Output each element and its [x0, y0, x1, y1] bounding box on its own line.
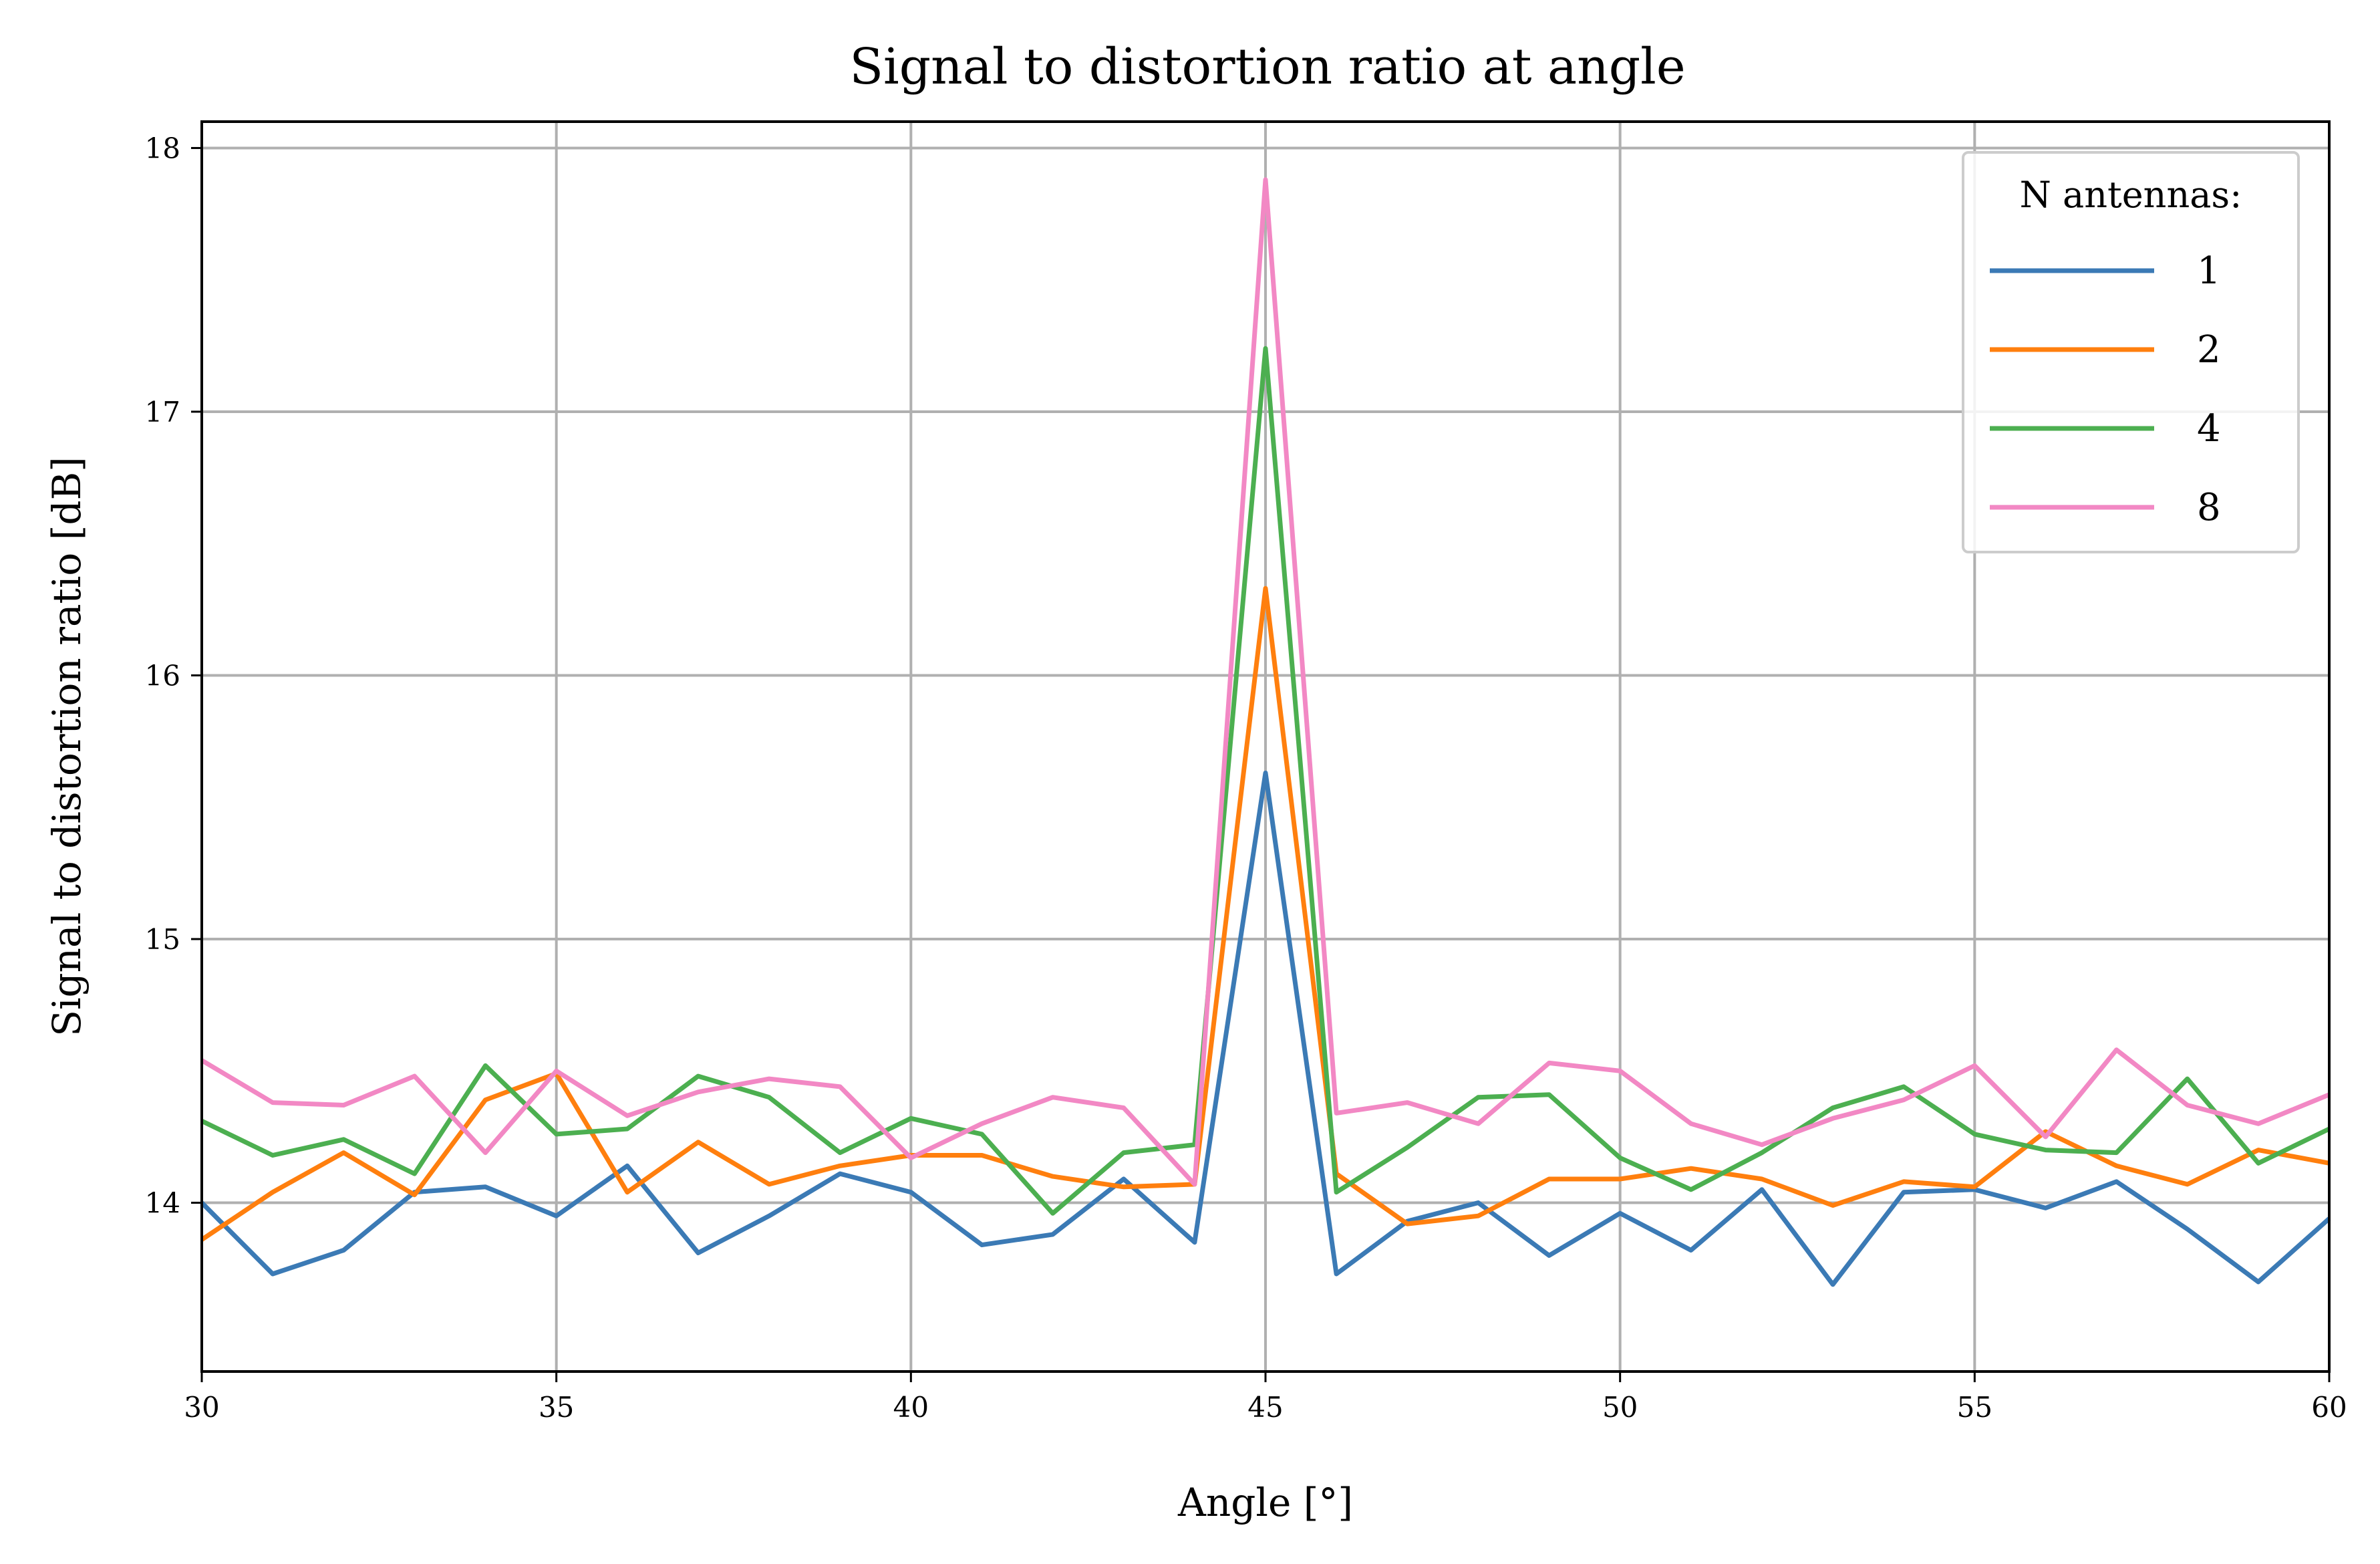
series-group [200, 177, 2331, 1287]
x-tick-label: 35 [539, 1391, 574, 1424]
x-tick-label: 40 [893, 1391, 929, 1424]
x-tick-label: 30 [184, 1391, 219, 1424]
y-tick-label: 15 [145, 923, 180, 956]
legend-entries: 1 2 4 8 [1990, 249, 2221, 529]
legend-title: N antennas: [2020, 174, 2242, 216]
x-axis-label: Angle [°] [1177, 1480, 1353, 1525]
chart-title: Signal to distortion ratio at angle [849, 38, 1685, 96]
legend-label-8: 8 [2197, 486, 2221, 529]
y-tick-label: 16 [145, 659, 180, 692]
x-tick-label: 55 [1957, 1391, 1992, 1424]
legend-label-4: 4 [2197, 407, 2221, 450]
series-line-4 [200, 346, 2331, 1216]
x-tick-label: 50 [1602, 1391, 1638, 1424]
series-line-8 [200, 177, 2331, 1187]
series-line-1 [200, 771, 2331, 1287]
y-tick-label: 18 [145, 132, 180, 164]
legend: N antennas: 1 2 4 8 [1962, 151, 2300, 553]
x-tick-label: 45 [1247, 1391, 1283, 1424]
y-tick-label: 17 [145, 396, 180, 428]
y-axis-label: Signal to distortion ratio [dB] [44, 457, 90, 1036]
legend-box [1962, 151, 2300, 553]
legend-label-1: 1 [2197, 249, 2221, 293]
legend-label-2: 2 [2197, 328, 2221, 372]
y-tick-label: 14 [145, 1187, 180, 1220]
x-tick-label: 60 [2311, 1391, 2347, 1424]
